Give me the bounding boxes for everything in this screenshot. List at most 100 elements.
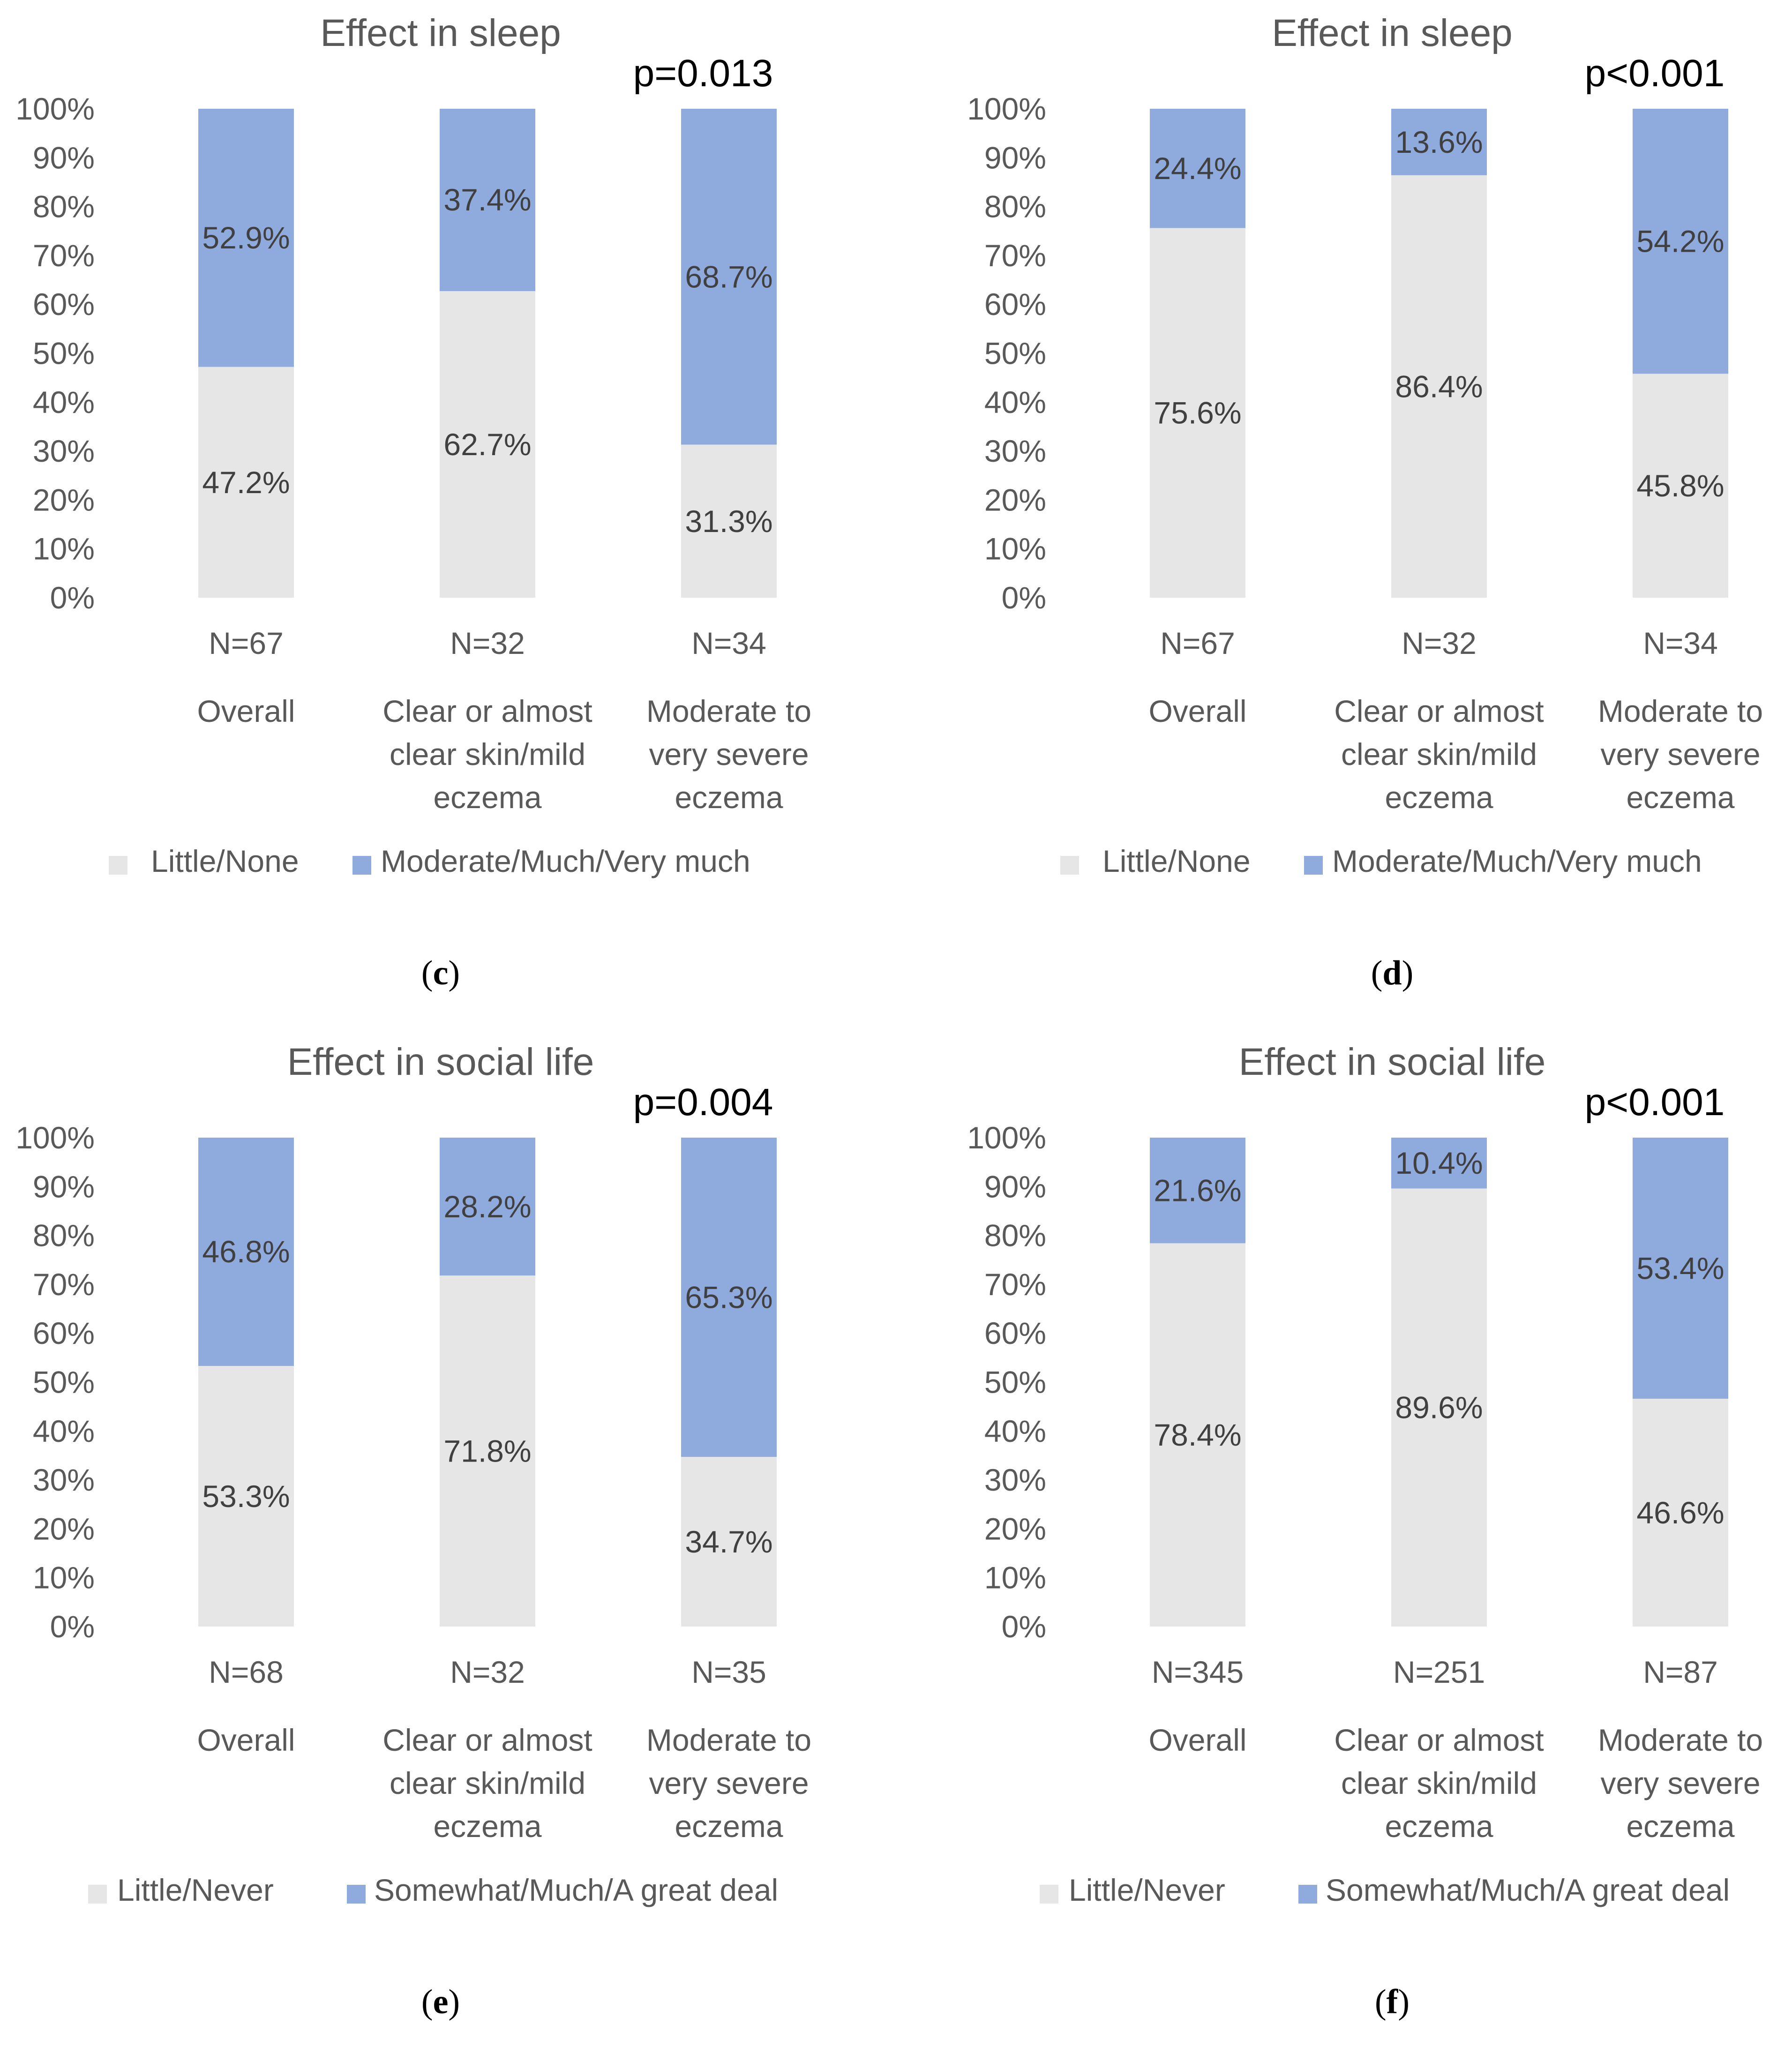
category-label: eczema [675, 1809, 783, 1844]
category-label: clear skin/mild [390, 1766, 585, 1800]
data-label: 54.2% [1636, 224, 1724, 259]
y-tick-label: 80% [33, 189, 95, 224]
category-label: Overall [1148, 694, 1246, 728]
legend-label: Somewhat/Much/A great deal [374, 1873, 778, 1907]
data-label: 34.7% [685, 1524, 772, 1559]
n-label: N=67 [209, 626, 284, 660]
chart-title: Effect in social life [287, 1041, 594, 1083]
data-label: 71.8% [443, 1434, 531, 1469]
y-tick-label: 100% [967, 91, 1046, 126]
legend-label: Little/None [151, 844, 299, 878]
data-label: 21.6% [1154, 1173, 1241, 1208]
n-label: N=34 [691, 626, 766, 660]
bar-segment [1391, 1138, 1487, 1189]
y-tick-label: 50% [33, 1365, 95, 1400]
y-tick-label: 70% [984, 238, 1046, 273]
legend-label: Little/Never [117, 1873, 274, 1907]
category-label: very severe [649, 1766, 809, 1800]
bar-segment [1150, 109, 1245, 228]
p-value-annotation: p<0.001 [1585, 52, 1725, 95]
y-tick-label: 100% [967, 1120, 1046, 1155]
y-tick-label: 60% [33, 1316, 95, 1350]
panel-f: Effect in social life p<0.001 0% 10% 20% 30% 4… [952, 1029, 1792, 2047]
y-tick-label: 50% [33, 336, 95, 371]
data-label: 47.2% [202, 465, 290, 500]
panel-letter: (e) [421, 1983, 460, 2021]
bar-segment [1391, 175, 1487, 598]
y-tick-label: 40% [33, 1414, 95, 1448]
category-label: Clear or almost [1334, 1723, 1544, 1757]
chart-title: Effect in social life [1239, 1041, 1546, 1083]
y-tick-label: 40% [984, 385, 1046, 420]
data-label: 24.4% [1154, 151, 1241, 186]
y-tick-label: 0% [50, 1609, 95, 1644]
data-label: 31.3% [685, 504, 772, 539]
category-label: very severe [1600, 1766, 1760, 1800]
y-tick-label: 100% [15, 1120, 95, 1155]
bar-segment [681, 1457, 777, 1627]
p-value-annotation: p=0.004 [633, 1081, 773, 1124]
chart-e: Effect in social life p=0.004 0% 10% 20% 30% 4… [15, 1041, 811, 2021]
panel-d: Effect in sleep p<0.001 0% 10% 20% 30% 40% 50% 6… [952, 0, 1792, 1018]
p-value-annotation: p=0.013 [633, 52, 773, 95]
data-label: 45.8% [1636, 468, 1724, 503]
category-label: very severe [649, 737, 809, 772]
panel-letter: (c) [421, 954, 460, 992]
bar-segment [198, 109, 294, 367]
y-tick-label: 50% [984, 336, 1046, 371]
y-tick-label: 30% [33, 1462, 95, 1497]
chart-f: Effect in social life p<0.001 0% 10% 20% 30% 4… [967, 1041, 1763, 2021]
bar-segment [681, 444, 777, 598]
bar-segment [681, 109, 777, 445]
n-label: N=34 [1643, 626, 1718, 660]
legend-label: Moderate/Much/Very much [381, 844, 750, 878]
y-tick-label: 10% [984, 1560, 1046, 1595]
category-label: Moderate to [1598, 1723, 1763, 1757]
y-tick-label: 30% [984, 1462, 1046, 1497]
bar-segment [1150, 1243, 1245, 1627]
data-label: 46.8% [202, 1234, 290, 1269]
bar-segment [198, 1138, 294, 1366]
legend-label: Little/Never [1069, 1873, 1225, 1907]
bar-segment [1150, 1138, 1245, 1244]
y-tick-label: 0% [1002, 580, 1046, 615]
data-label: 65.3% [685, 1280, 772, 1315]
data-label: 52.9% [202, 220, 290, 255]
data-label: 28.2% [443, 1189, 531, 1224]
y-tick-label: 80% [984, 189, 1046, 224]
y-tick-label: 20% [33, 482, 95, 517]
data-label: 86.4% [1395, 369, 1483, 404]
data-label: 53.3% [202, 1479, 290, 1514]
legend-swatch [1298, 1885, 1317, 1904]
category-label: eczema [1626, 780, 1734, 815]
legend-swatch [352, 856, 371, 875]
bar-segment [1633, 374, 1728, 598]
y-tick-label: 30% [33, 434, 95, 468]
y-tick-label: 70% [984, 1267, 1046, 1302]
bar-segment [198, 367, 294, 598]
n-label: N=32 [1402, 626, 1477, 660]
data-label: 46.6% [1636, 1495, 1724, 1530]
category-label: Moderate to [646, 694, 811, 728]
chart-d: Effect in sleep p<0.001 0% 10% 20% 30% 40% 50% 6… [967, 12, 1763, 992]
y-tick-label: 70% [33, 1267, 95, 1302]
data-label: 37.4% [443, 182, 531, 217]
category-label: Overall [1148, 1723, 1246, 1757]
data-label: 75.6% [1154, 396, 1241, 430]
category-label: Clear or almost [382, 1723, 592, 1757]
category-label: eczema [675, 780, 783, 815]
legend-label: Moderate/Much/Very much [1332, 844, 1702, 878]
y-tick-label: 30% [984, 434, 1046, 468]
y-tick-label: 40% [984, 1414, 1046, 1448]
bar-segment [1633, 1138, 1728, 1399]
y-tick-label: 50% [984, 1365, 1046, 1400]
data-label: 62.7% [443, 427, 531, 462]
category-label: eczema [1385, 780, 1493, 815]
y-tick-label: 80% [33, 1218, 95, 1253]
y-tick-label: 90% [984, 1169, 1046, 1204]
category-label: Clear or almost [382, 694, 592, 728]
n-label: N=32 [450, 1655, 525, 1689]
p-value-annotation: p<0.001 [1585, 1081, 1725, 1124]
y-tick-label: 20% [984, 482, 1046, 517]
